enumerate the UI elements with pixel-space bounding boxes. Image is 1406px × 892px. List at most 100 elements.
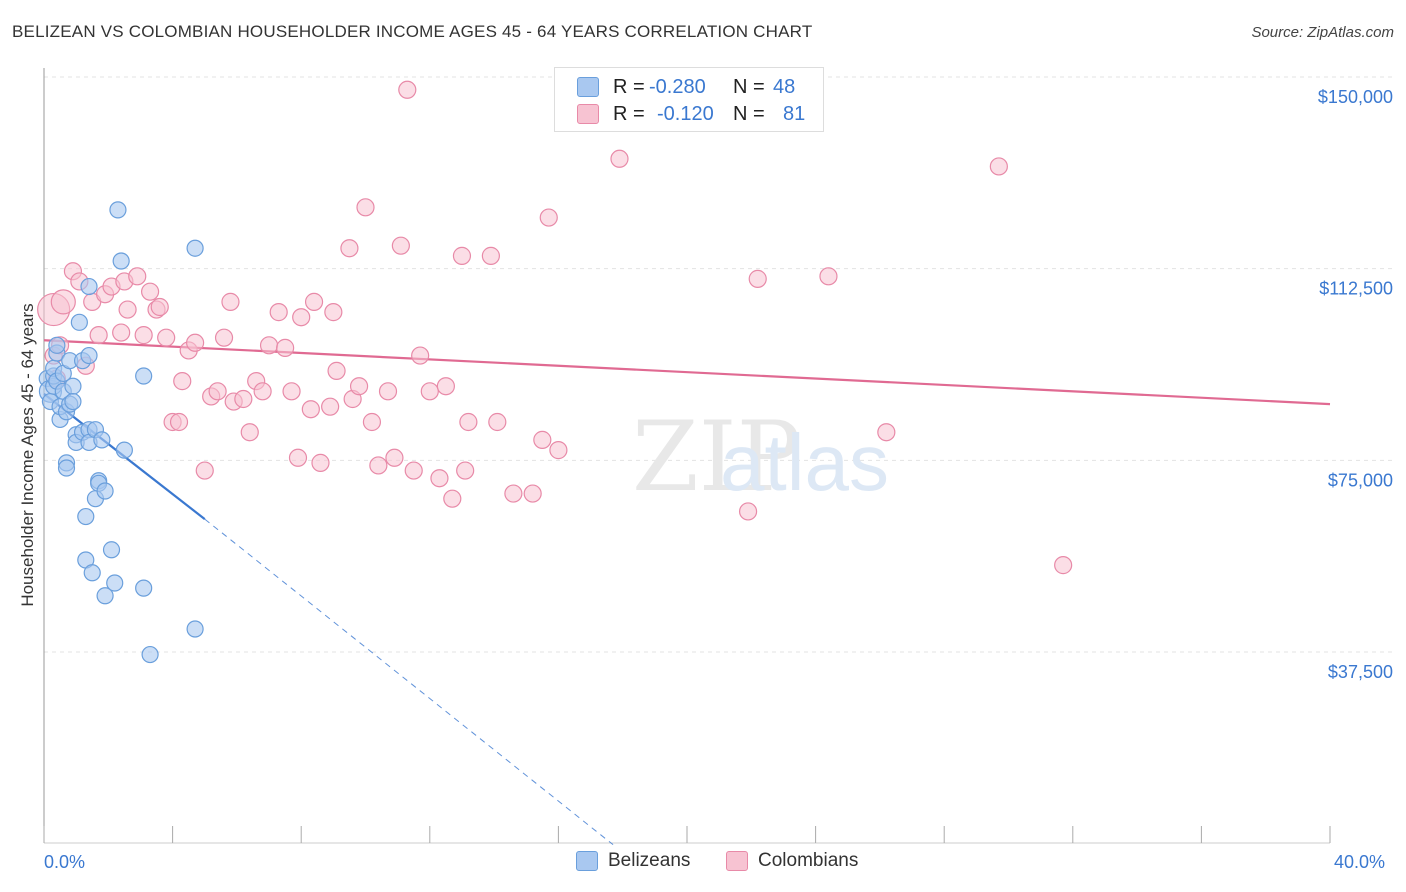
colombian-point [459, 412, 478, 432]
colombian-point [157, 328, 176, 347]
colombian-point [321, 397, 340, 416]
y-tick-label: $150,000 [1318, 87, 1393, 107]
colombian-point [269, 303, 288, 322]
colombian-point [378, 382, 398, 401]
belizean-point [57, 459, 76, 477]
source-label: Source: ZipAtlas.com [1251, 24, 1394, 41]
belizean-point [115, 441, 133, 459]
bottom-legend-belizean: Belizeans [576, 850, 690, 872]
colombian-point [259, 336, 279, 355]
colombian-point [50, 289, 76, 315]
watermark: ZIP atlas [632, 401, 889, 513]
belizean-n-value: 48 [773, 75, 796, 98]
colombian-r-value: -0.120 [657, 102, 714, 125]
colombian-point [533, 430, 552, 449]
colombian-point [288, 448, 308, 467]
belizean-point [112, 252, 130, 270]
x-max-label: 40.0% [1334, 852, 1386, 872]
colombian-point [214, 328, 234, 347]
belizean-point [135, 579, 153, 597]
belizean-point [93, 431, 111, 449]
colombian-point [282, 382, 301, 401]
colombian-point [128, 267, 147, 286]
belizean-point [64, 392, 82, 411]
belizean-point [70, 313, 88, 331]
watermark-atlas: atlas [720, 418, 889, 507]
belizean-point [83, 564, 101, 582]
colombian-swatch [577, 104, 599, 124]
colombian-n-value: 81 [783, 102, 806, 125]
belizean-point [48, 336, 66, 354]
bottom-belizean-swatch [576, 851, 598, 871]
y-axis-label: Householder Income Ages 45 - 64 years [18, 303, 37, 607]
y-tick-label: $112,500 [1319, 279, 1393, 299]
belizean-point [109, 201, 127, 219]
colombian-point [738, 502, 758, 521]
colombian-point [118, 300, 137, 319]
bottom-colombian-label: Colombians [758, 850, 859, 871]
colombian-point [89, 326, 108, 345]
colombian-point [430, 469, 449, 488]
colombian-point [340, 239, 359, 258]
colombian-point [362, 412, 382, 432]
colombian-point [221, 292, 240, 311]
belizean-point [96, 587, 114, 605]
correlation-legend: R = -0.280 N = 48 R = -0.120 N = 81 [554, 67, 824, 132]
belizean-points [38, 201, 204, 664]
colombian-point [989, 157, 1008, 176]
belizean-point [80, 277, 98, 296]
colombian-point [539, 208, 558, 227]
colombian-point [311, 453, 330, 472]
belizean-point [106, 574, 124, 592]
legend-row-colombian: R = -0.120 N = 81 [577, 101, 805, 127]
belizean-point [141, 645, 159, 664]
gridlines [44, 76, 1395, 653]
belizean-r-label: R = [613, 75, 645, 98]
belizean-point [77, 507, 95, 526]
colombian-point [369, 456, 388, 475]
colombian-point [411, 346, 430, 365]
colombian-point [404, 461, 423, 480]
colombian-point [169, 412, 189, 432]
colombian-point [150, 297, 169, 317]
colombian-point [304, 292, 324, 311]
y-tick-label: $75,000 [1328, 470, 1393, 490]
belizean-point [102, 541, 121, 559]
axes [43, 68, 1331, 844]
colombian-point [610, 149, 629, 168]
colombian-point [195, 461, 214, 480]
colombian-point [327, 361, 346, 380]
colombian-point [391, 236, 410, 255]
belizean-trend-extension [204, 518, 614, 846]
colombian-point [748, 269, 767, 288]
belizean-r-value: -0.280 [649, 75, 706, 98]
belizean-point [64, 377, 82, 395]
belizean-swatch [577, 77, 599, 97]
colombian-point [488, 412, 507, 432]
colombian-point [140, 282, 160, 301]
belizean-n-label: N = [733, 75, 765, 98]
colombian-point [253, 382, 272, 401]
colombian-point [443, 489, 462, 508]
colombian-point [436, 377, 455, 396]
colombian-point [356, 198, 375, 217]
belizean-point [80, 346, 98, 365]
colombian-point [240, 423, 259, 442]
colombian-point [112, 323, 131, 342]
colombian-point [452, 246, 472, 265]
chart-title: BELIZEAN VS COLOMBIAN HOUSEHOLDER INCOME… [12, 22, 813, 41]
colombian-point [877, 423, 896, 442]
belizean-point [96, 482, 114, 500]
belizean-point [135, 367, 153, 385]
colombian-point [549, 441, 568, 460]
colombian-point [173, 372, 192, 391]
colombian-point [819, 267, 838, 286]
colombian-points [37, 80, 1073, 575]
y-tick-label: $37,500 [1328, 662, 1393, 682]
colombian-point [481, 246, 500, 265]
colombian-point [292, 308, 311, 327]
colombian-point [186, 333, 205, 352]
x-min-label: 0.0% [44, 852, 86, 872]
colombian-point [208, 382, 227, 401]
bottom-belizean-label: Belizeans [608, 850, 691, 871]
